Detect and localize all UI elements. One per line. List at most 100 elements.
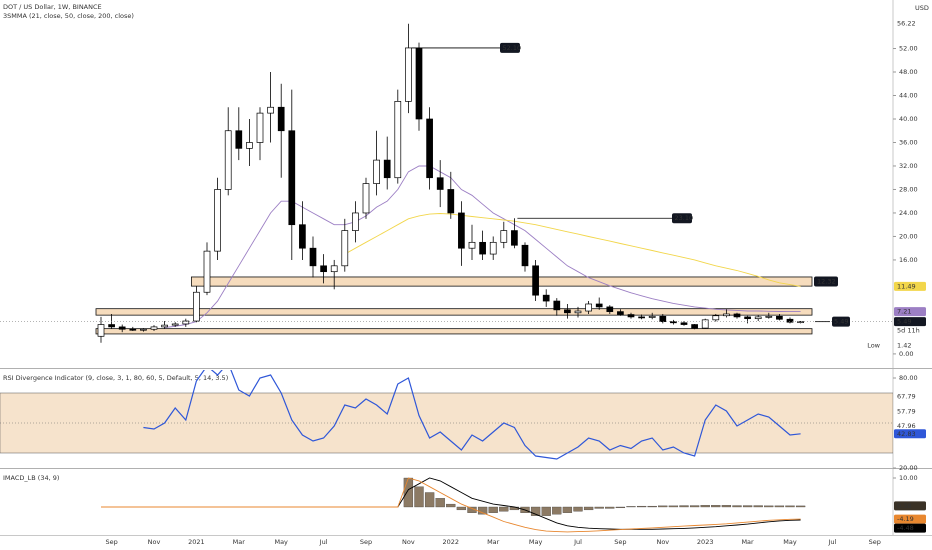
candle-body [309,247,317,267]
candle-body [776,315,783,320]
y-tick-label: 80.00 [899,374,918,382]
histogram-tag-bg [894,501,926,511]
candle-body [352,212,359,231]
candle-body [330,265,338,273]
rsi-tag-bg [894,421,926,431]
x-tick-label: Nov [656,538,669,546]
last-price-box-bg [832,316,850,327]
high-tag-bg [894,19,926,29]
line-series [164,165,801,328]
candle-body [383,159,391,179]
histogram-bar [424,492,435,508]
countdown: 5d 11h [897,327,920,335]
histogram-bar [456,506,467,511]
histogram-bar [742,505,753,508]
candle-body [511,230,518,246]
candle-body [394,101,402,179]
candle-body [362,183,370,214]
candle-body [458,212,465,249]
ma-tag: 7.21 [897,308,911,316]
candle-body [617,311,624,315]
histogram-bar [753,505,763,508]
rsi-tag-bg [894,391,926,401]
histogram-bar [488,506,498,513]
line-series [143,370,801,460]
candle-body [670,321,677,324]
candle-body [193,291,200,322]
price-tag-bg [894,317,926,327]
price-tag: 5.49 [897,318,911,326]
candle-body [680,322,688,325]
rsi-title: RSI Divergence Indicator (9, close, 3, 1… [3,374,228,382]
candle-body [161,324,168,328]
x-tick-label: Nov [402,538,415,546]
histogram-bar [626,506,636,508]
x-tick-label: Mar [741,538,754,546]
candle-body [574,310,582,314]
annotation-label: 52.10 [503,44,522,52]
candle-body [97,324,105,337]
histogram-bar [499,506,509,512]
candle-body [691,324,698,329]
candle-body [754,316,762,320]
line-series [101,477,801,533]
candle-body [733,313,741,318]
histogram-bar [636,505,647,508]
zone [190,276,813,287]
histogram-bar [573,506,583,512]
y-tick-label: 32.00 [899,162,918,170]
histogram-bar [414,486,424,508]
currency-label: USD [915,4,929,12]
candle-body [542,294,550,302]
indicator-title: 3SMMA (21, close, 50, close, 200, close) [3,12,134,20]
candle-body [118,326,126,330]
y-tick-label: 24.00 [899,209,918,217]
macd-title: IMACD_LB (34, 9) [3,474,59,482]
candle-body [288,130,296,226]
candle-body [447,189,455,214]
x-tick-label: Sep [360,538,372,546]
x-tick-label: Mar [487,538,500,546]
candle-body [638,316,645,319]
candle-body [129,328,137,331]
histogram-bar [530,506,541,516]
candle-body [426,118,433,179]
candle-body [140,328,147,331]
histogram-bar [446,503,456,508]
histogram-bar [689,505,700,508]
zone-label-bg [814,276,838,287]
last-price-box: 5.49 [834,318,848,326]
histogram-bar [594,506,604,509]
candle-body [585,303,592,312]
histogram-bar [774,505,785,508]
candle-body [701,319,709,329]
x-tick-label: Jul [319,538,328,546]
candle-body [479,241,486,255]
candle-body [595,303,603,308]
histogram-bar [647,505,657,508]
candle-body [564,309,571,314]
pane-2 [101,477,806,533]
pane-1 [0,370,893,460]
candle-body [150,326,158,330]
candle-body [648,315,656,318]
candle-body [712,315,720,321]
histogram-bar [785,505,795,508]
rsi-value-tag: 42.83 [897,430,916,438]
candle-body [415,47,423,120]
histogram-bar [605,506,615,509]
histogram-bar [552,506,562,515]
line-series [344,213,801,287]
candle-body [765,315,773,318]
rsi-tag: 67.79 [897,392,916,400]
low-tag-bg [894,341,926,351]
candle-body [521,244,529,267]
candle-body [299,224,306,249]
x-tick-label: May [274,538,288,546]
macd-tag: -4.48 [897,524,914,532]
ma-tag-bg [894,307,926,317]
histogram-bar [679,505,689,508]
annotation-label: 23.10 [675,214,694,222]
candle-body [489,241,497,255]
